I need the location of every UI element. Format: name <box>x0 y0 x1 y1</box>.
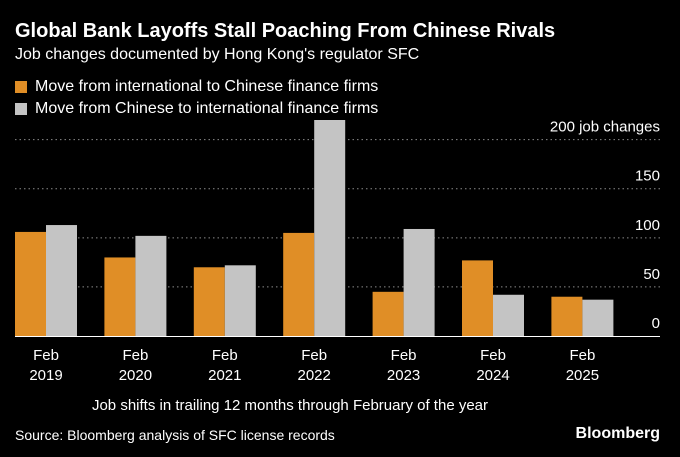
bar-international-to-chinese <box>462 260 493 336</box>
x-tick-label: Feb 2025 <box>566 347 599 384</box>
x-axis-label: Job shifts in trailing 12 months through… <box>92 397 488 414</box>
bar-international-to-chinese <box>283 232 315 336</box>
bar-international-to-chinese <box>193 267 225 336</box>
chart-subtitle: Job changes documented by Hong Kong's re… <box>15 46 420 63</box>
bloomberg-logo: Bloomberg <box>575 425 660 442</box>
bar-international-to-chinese <box>372 291 404 336</box>
x-tick-label: Feb 2020 <box>119 347 152 384</box>
bar-chinese-to-international <box>224 265 256 336</box>
bar-international-to-chinese <box>15 231 46 336</box>
legend-swatch-gray <box>15 103 27 115</box>
legend-swatch-orange <box>15 81 27 93</box>
bar-chinese-to-international <box>403 228 435 336</box>
y-tick-label: 200 job changes <box>550 119 660 136</box>
legend-item-chinese-to-international: Move from Chinese to international finan… <box>15 98 378 120</box>
bar-chinese-to-international <box>135 235 167 336</box>
legend: Move from international to Chinese finan… <box>15 76 378 120</box>
x-tick-label: Feb 2021 <box>208 347 241 384</box>
x-tick-label: Feb 2022 <box>298 347 331 384</box>
x-tick-label: Feb 2023 <box>387 347 420 384</box>
y-tick-label: 100 <box>635 217 660 234</box>
legend-item-international-to-chinese: Move from international to Chinese finan… <box>15 76 378 98</box>
x-tick-label: Feb 2024 <box>476 347 509 384</box>
source-note: Source: Bloomberg analysis of SFC licens… <box>15 427 335 443</box>
legend-label: Move from international to Chinese finan… <box>35 78 379 95</box>
y-tick-label: 150 <box>635 168 660 185</box>
legend-label: Move from Chinese to international finan… <box>35 100 379 117</box>
bar-chinese-to-international <box>582 299 614 336</box>
bar-chart: 0 50 100 150 200 job changes Feb 2019 Feb 2020 Fe… <box>15 119 660 414</box>
bar-international-to-chinese <box>104 257 136 336</box>
bar-international-to-chinese <box>551 296 583 336</box>
bar-chinese-to-international <box>46 225 77 336</box>
bar-chinese-to-international <box>493 294 524 336</box>
bar-chinese-to-international <box>314 120 346 336</box>
x-tick-label: Feb 2019 <box>29 347 62 384</box>
y-tick-label: 50 <box>643 266 660 283</box>
y-tick-label: 0 <box>652 315 660 332</box>
chart-title: Global Bank Layoffs Stall Poaching From … <box>15 20 556 42</box>
